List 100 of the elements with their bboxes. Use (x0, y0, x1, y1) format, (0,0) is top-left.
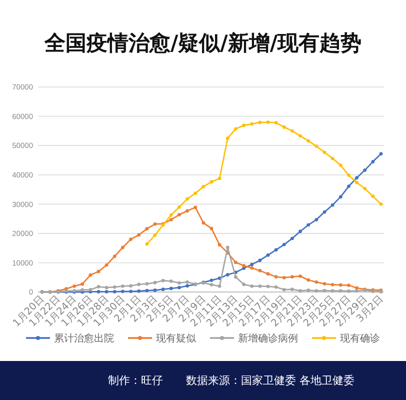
point (169, 213, 173, 217)
point (347, 284, 350, 287)
point (314, 144, 318, 148)
point (226, 246, 230, 250)
point (96, 285, 100, 288)
point (306, 139, 310, 143)
point (330, 203, 334, 207)
point (145, 227, 149, 230)
legend-label: 新增确诊病例 (238, 332, 298, 344)
point (242, 124, 246, 128)
point (153, 222, 157, 226)
point (242, 264, 246, 268)
point (145, 288, 149, 292)
point (88, 273, 92, 277)
point (322, 288, 326, 292)
point (258, 284, 262, 288)
point (137, 233, 141, 237)
point (371, 194, 375, 198)
point (266, 284, 270, 288)
point (322, 150, 326, 154)
point (129, 290, 132, 294)
point (258, 268, 262, 272)
point (266, 253, 270, 257)
legend-label: 现有确诊 (340, 332, 380, 344)
point (202, 221, 206, 225)
point (306, 288, 310, 292)
point (290, 129, 294, 133)
point (169, 279, 173, 283)
point (202, 184, 206, 188)
point (234, 127, 238, 131)
point (322, 282, 326, 286)
point (338, 289, 342, 293)
point (250, 122, 254, 126)
point (355, 180, 358, 184)
point (226, 136, 230, 140)
point (121, 290, 124, 294)
point (282, 125, 286, 129)
point (186, 197, 189, 201)
point (363, 168, 367, 172)
point (161, 288, 165, 292)
point (194, 192, 198, 196)
point (186, 284, 189, 288)
point (194, 206, 198, 210)
point (153, 233, 157, 237)
point (314, 280, 318, 284)
point (379, 202, 383, 206)
point (330, 282, 334, 286)
point (290, 236, 294, 240)
chart-title: 全国疫情治愈/疑似/新增/现有趋势 (43, 30, 362, 55)
point (121, 246, 124, 250)
point (282, 242, 286, 246)
point (153, 288, 157, 292)
point (210, 278, 214, 282)
point (290, 275, 294, 278)
point (274, 121, 278, 124)
point (178, 281, 181, 285)
point (250, 262, 254, 266)
point (242, 282, 246, 286)
point (169, 286, 173, 290)
point (186, 209, 189, 213)
point (306, 278, 310, 282)
point (338, 195, 342, 199)
point (274, 285, 278, 289)
point (258, 120, 262, 124)
point (218, 284, 222, 288)
point (186, 280, 189, 284)
point (104, 290, 108, 294)
point (306, 223, 310, 227)
point (298, 230, 302, 234)
point (266, 120, 270, 124)
point (274, 275, 278, 278)
point (80, 282, 84, 286)
point (112, 290, 116, 294)
point (72, 284, 76, 288)
point (153, 280, 157, 284)
point (371, 160, 375, 164)
point (298, 274, 302, 278)
point (145, 242, 149, 246)
point (178, 212, 181, 216)
line-series (145, 120, 383, 246)
point (330, 289, 334, 293)
point (218, 243, 222, 247)
point (314, 289, 318, 293)
point (234, 260, 238, 264)
point (226, 273, 230, 276)
point (137, 289, 141, 293)
point (104, 263, 108, 267)
point (355, 286, 358, 290)
text: 制作：旺仔 (108, 374, 163, 387)
point (178, 205, 181, 209)
point (282, 288, 286, 292)
point (250, 284, 254, 288)
source-note: 数据来源：国家卫健委 各地卫健委 (186, 374, 354, 387)
point (322, 210, 326, 214)
legend-label: 现有疑似 (156, 332, 196, 344)
point (290, 288, 294, 292)
point (347, 289, 350, 293)
point (169, 218, 173, 222)
point (258, 258, 262, 262)
point (161, 278, 165, 282)
